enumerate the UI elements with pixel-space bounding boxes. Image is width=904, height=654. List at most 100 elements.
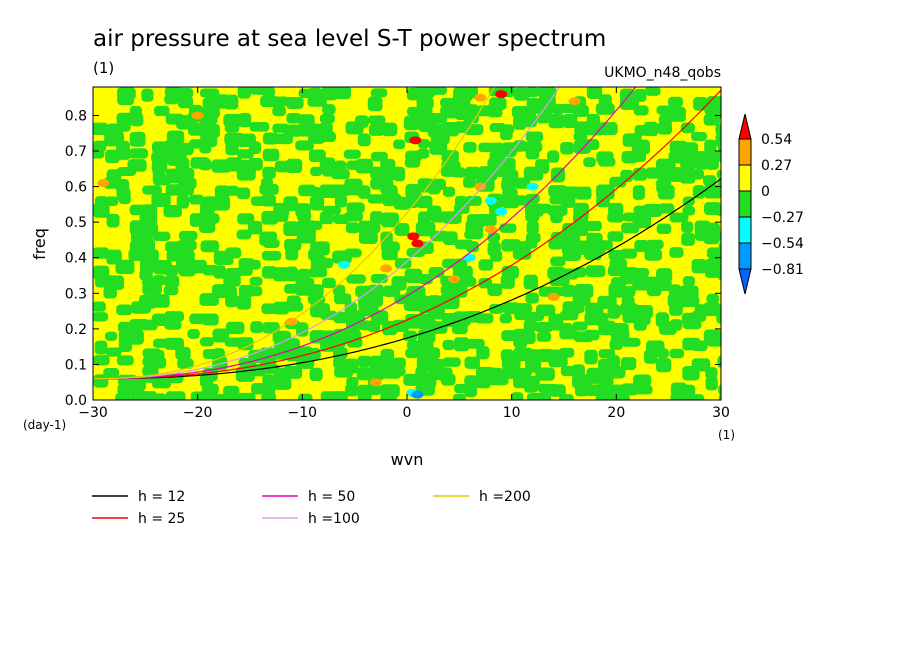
field-cell (583, 139, 600, 150)
field-cell (153, 105, 170, 117)
field-cell (633, 374, 652, 387)
field-cell (309, 195, 325, 211)
field-cell (116, 355, 134, 366)
field-cell (705, 157, 719, 170)
field-cell (370, 166, 383, 180)
field-cell (464, 356, 480, 369)
y-tick-label: 0.7 (65, 144, 87, 160)
field-cell (117, 166, 137, 177)
dispersion-curves (93, 87, 721, 380)
field-cell (93, 355, 110, 366)
field-cell (631, 139, 650, 155)
field-cell (583, 329, 600, 341)
field-cell (451, 319, 468, 335)
field-cell (704, 139, 717, 154)
field-spot (526, 182, 539, 191)
field-cell (523, 166, 544, 181)
field-cell (367, 320, 381, 333)
field-cell (524, 311, 545, 322)
field-spot (568, 97, 581, 106)
field-cell (392, 166, 406, 182)
y-tick-label: 0.2 (65, 322, 87, 338)
field-cell (164, 311, 184, 322)
field-cell (368, 123, 385, 136)
field-cell (115, 392, 131, 400)
field-cell (297, 268, 311, 281)
field-cell (598, 374, 614, 388)
colorbar-label: 0 (761, 184, 770, 200)
field-cell (524, 239, 538, 249)
field-cell (584, 349, 598, 365)
field-cell (416, 373, 437, 388)
field-cell (646, 285, 662, 297)
field-cell (175, 346, 191, 360)
colorbar-segment (738, 216, 752, 244)
field-cell (93, 247, 110, 259)
field-cell (116, 112, 134, 126)
field-spot (338, 260, 351, 269)
field-cell (669, 348, 685, 359)
y-axis-label: freq (30, 228, 49, 260)
field-spot (448, 275, 461, 284)
field-cell (430, 87, 447, 95)
dispersion-curve (93, 89, 721, 380)
field-cell (343, 212, 363, 222)
field-cell (717, 184, 721, 196)
field-cell (585, 220, 602, 231)
field-cell (403, 196, 420, 208)
field-cell (322, 277, 336, 289)
field-cell (464, 383, 478, 398)
field-cell (621, 222, 640, 234)
field-spot (495, 90, 508, 99)
field-cell (560, 141, 574, 155)
field-cell (164, 337, 184, 350)
field-cell (657, 184, 675, 200)
field-cell (212, 328, 230, 343)
colorbar-segment (738, 138, 752, 166)
field-cell (562, 113, 578, 129)
field-cell (236, 295, 252, 310)
field-cell (706, 337, 721, 347)
field-cell (715, 133, 721, 148)
field-cell (152, 231, 171, 241)
field-cell (405, 184, 421, 199)
field-cell (297, 124, 312, 137)
y-tick-label: 0.8 (65, 108, 87, 124)
field-cell (382, 285, 401, 298)
field-cell (272, 105, 286, 117)
field-cell (691, 258, 707, 274)
field-cell (249, 122, 270, 132)
field-cell (548, 238, 564, 250)
field-cell (703, 175, 717, 186)
field-cell (607, 304, 621, 319)
field-cell (416, 112, 431, 123)
field-cell (308, 267, 328, 278)
field-cell (355, 158, 373, 174)
field-cell (488, 373, 509, 386)
field-cell (679, 295, 700, 308)
field-cell (691, 169, 705, 180)
field-cell (163, 285, 179, 296)
field-cell (117, 150, 132, 160)
field-cell (224, 123, 240, 133)
field-cell (225, 247, 242, 259)
field-cell (547, 319, 564, 331)
field-cell (668, 106, 686, 122)
field-cell (93, 122, 109, 135)
x-tick-label: −10 (288, 405, 318, 421)
field-cell (680, 122, 695, 134)
field-cell (346, 274, 366, 284)
field-cell (141, 88, 154, 102)
field-cell (154, 393, 167, 400)
field-cell (500, 274, 515, 289)
field-cell (452, 393, 467, 400)
field-cell (295, 140, 314, 151)
field-cell (417, 148, 430, 159)
field-cell (620, 248, 638, 259)
field-cell (344, 248, 362, 258)
field-cell (548, 185, 568, 197)
field-cell (440, 97, 456, 108)
field-cell (310, 220, 323, 231)
field-cell (285, 158, 303, 174)
field-cell (513, 140, 527, 152)
